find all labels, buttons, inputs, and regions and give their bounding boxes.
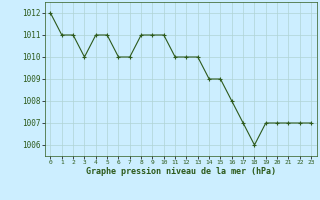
X-axis label: Graphe pression niveau de la mer (hPa): Graphe pression niveau de la mer (hPa) xyxy=(86,167,276,176)
